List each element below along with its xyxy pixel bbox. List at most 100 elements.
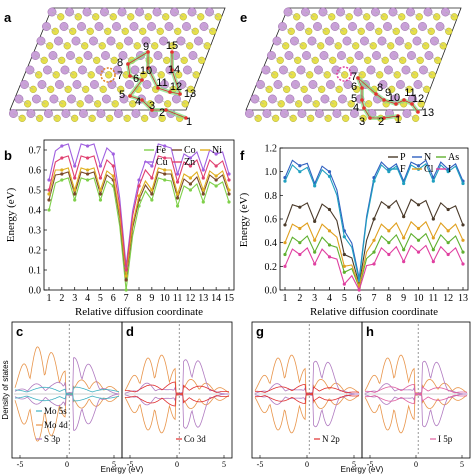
data-point [47, 178, 51, 182]
bond [128, 40, 138, 47]
bond [46, 26, 56, 32]
mo-atom [366, 65, 376, 75]
mo-atom [412, 36, 422, 46]
legend-entry: Cu [156, 157, 168, 168]
y-axis-label-c: Density of states [1, 360, 10, 419]
path-site-dot [170, 50, 174, 54]
y-tick-label: 0.4 [265, 238, 278, 249]
bond [299, 26, 309, 32]
y-tick-label: 0.5 [29, 186, 42, 197]
path-site-dot [150, 108, 154, 112]
bond [99, 69, 109, 76]
data-point [283, 241, 287, 245]
site-label: 9 [385, 87, 391, 99]
data-point [446, 241, 450, 245]
data-point [372, 238, 376, 242]
data-point [431, 248, 435, 252]
path-site-dot [170, 68, 174, 72]
bond [187, 69, 197, 76]
bond [151, 26, 161, 32]
bond [164, 84, 174, 90]
data-point [387, 252, 391, 257]
x-ticks-h: -5 0 5 [367, 455, 464, 469]
data-point [73, 192, 77, 196]
data-point [227, 178, 231, 182]
bond [65, 113, 75, 119]
x-tick-label: 5 [222, 460, 226, 469]
bond [342, 98, 352, 105]
bond [192, 55, 202, 61]
bond [58, 40, 68, 47]
path-site-dot [164, 108, 168, 112]
x-ticks-g: -5 0 5 [257, 455, 356, 469]
dos-down-curve [124, 394, 230, 407]
bond [294, 40, 304, 47]
data-point [461, 262, 465, 266]
bond [117, 69, 127, 76]
data-point [461, 223, 465, 227]
panel-label-c: c [16, 324, 23, 339]
bond [51, 11, 61, 18]
data-point [124, 268, 128, 272]
bond [110, 40, 120, 47]
site-label: 7 [351, 71, 357, 83]
x-ticks-d: -5 0 5 [127, 455, 226, 469]
path-site-dot [410, 102, 414, 106]
data-point [342, 270, 346, 274]
data-point [402, 260, 406, 264]
bond [266, 113, 276, 119]
mo-atom [377, 36, 387, 46]
bond [271, 55, 281, 61]
bond [175, 55, 185, 61]
bond [69, 11, 79, 18]
data-point [214, 164, 218, 168]
bond [423, 69, 433, 76]
legend-entry: Mo 5s [44, 406, 67, 416]
series-line [48, 155, 230, 271]
bond [353, 69, 363, 76]
data-point [163, 168, 167, 172]
site-label: 6 [133, 73, 139, 85]
dos-up-curve [254, 360, 359, 395]
bond [375, 11, 385, 18]
bond [59, 84, 69, 90]
x-tick-label: 13 [198, 293, 208, 304]
legend-entry: Mo 4d [44, 420, 68, 430]
legend-entry: P [400, 152, 406, 163]
bond [347, 84, 357, 90]
x-tick-label: 12 [185, 293, 195, 304]
mo-atom [372, 51, 381, 60]
panel-h-dos: h I 5p -5 0 5 Energy (eV) [341, 321, 471, 474]
data-point [111, 164, 115, 168]
data-point [227, 188, 231, 192]
data-point [461, 238, 465, 242]
x-tick-label: 0 [414, 460, 418, 469]
data-point [163, 156, 167, 160]
data-point [342, 252, 346, 257]
data-point [327, 174, 332, 178]
data-point [327, 229, 332, 233]
site-label: 5 [351, 93, 357, 105]
bond [422, 26, 432, 32]
path-site-dot [184, 116, 188, 120]
data-point [85, 144, 90, 148]
data-point [188, 164, 193, 168]
x-tick-label: 2 [59, 293, 64, 304]
site-label: 12 [170, 81, 182, 93]
data-point [47, 198, 51, 202]
bond [265, 69, 275, 76]
y-tick-label: 0.7 [29, 146, 42, 157]
data-point [446, 207, 450, 212]
axes-b: 0.00.10.20.30.40.50.60.71 2 3 4 5 6 7 8 9 10 11 12 1… [29, 146, 235, 305]
s-atom [186, 42, 194, 50]
data-point [47, 192, 51, 196]
bond [370, 69, 380, 76]
bond [289, 98, 299, 105]
bond [98, 26, 108, 32]
data-point [298, 241, 302, 245]
bond [139, 11, 149, 18]
s-atom [191, 27, 199, 35]
bond [417, 84, 427, 90]
mo-atom [319, 51, 329, 60]
data-point [327, 207, 332, 212]
